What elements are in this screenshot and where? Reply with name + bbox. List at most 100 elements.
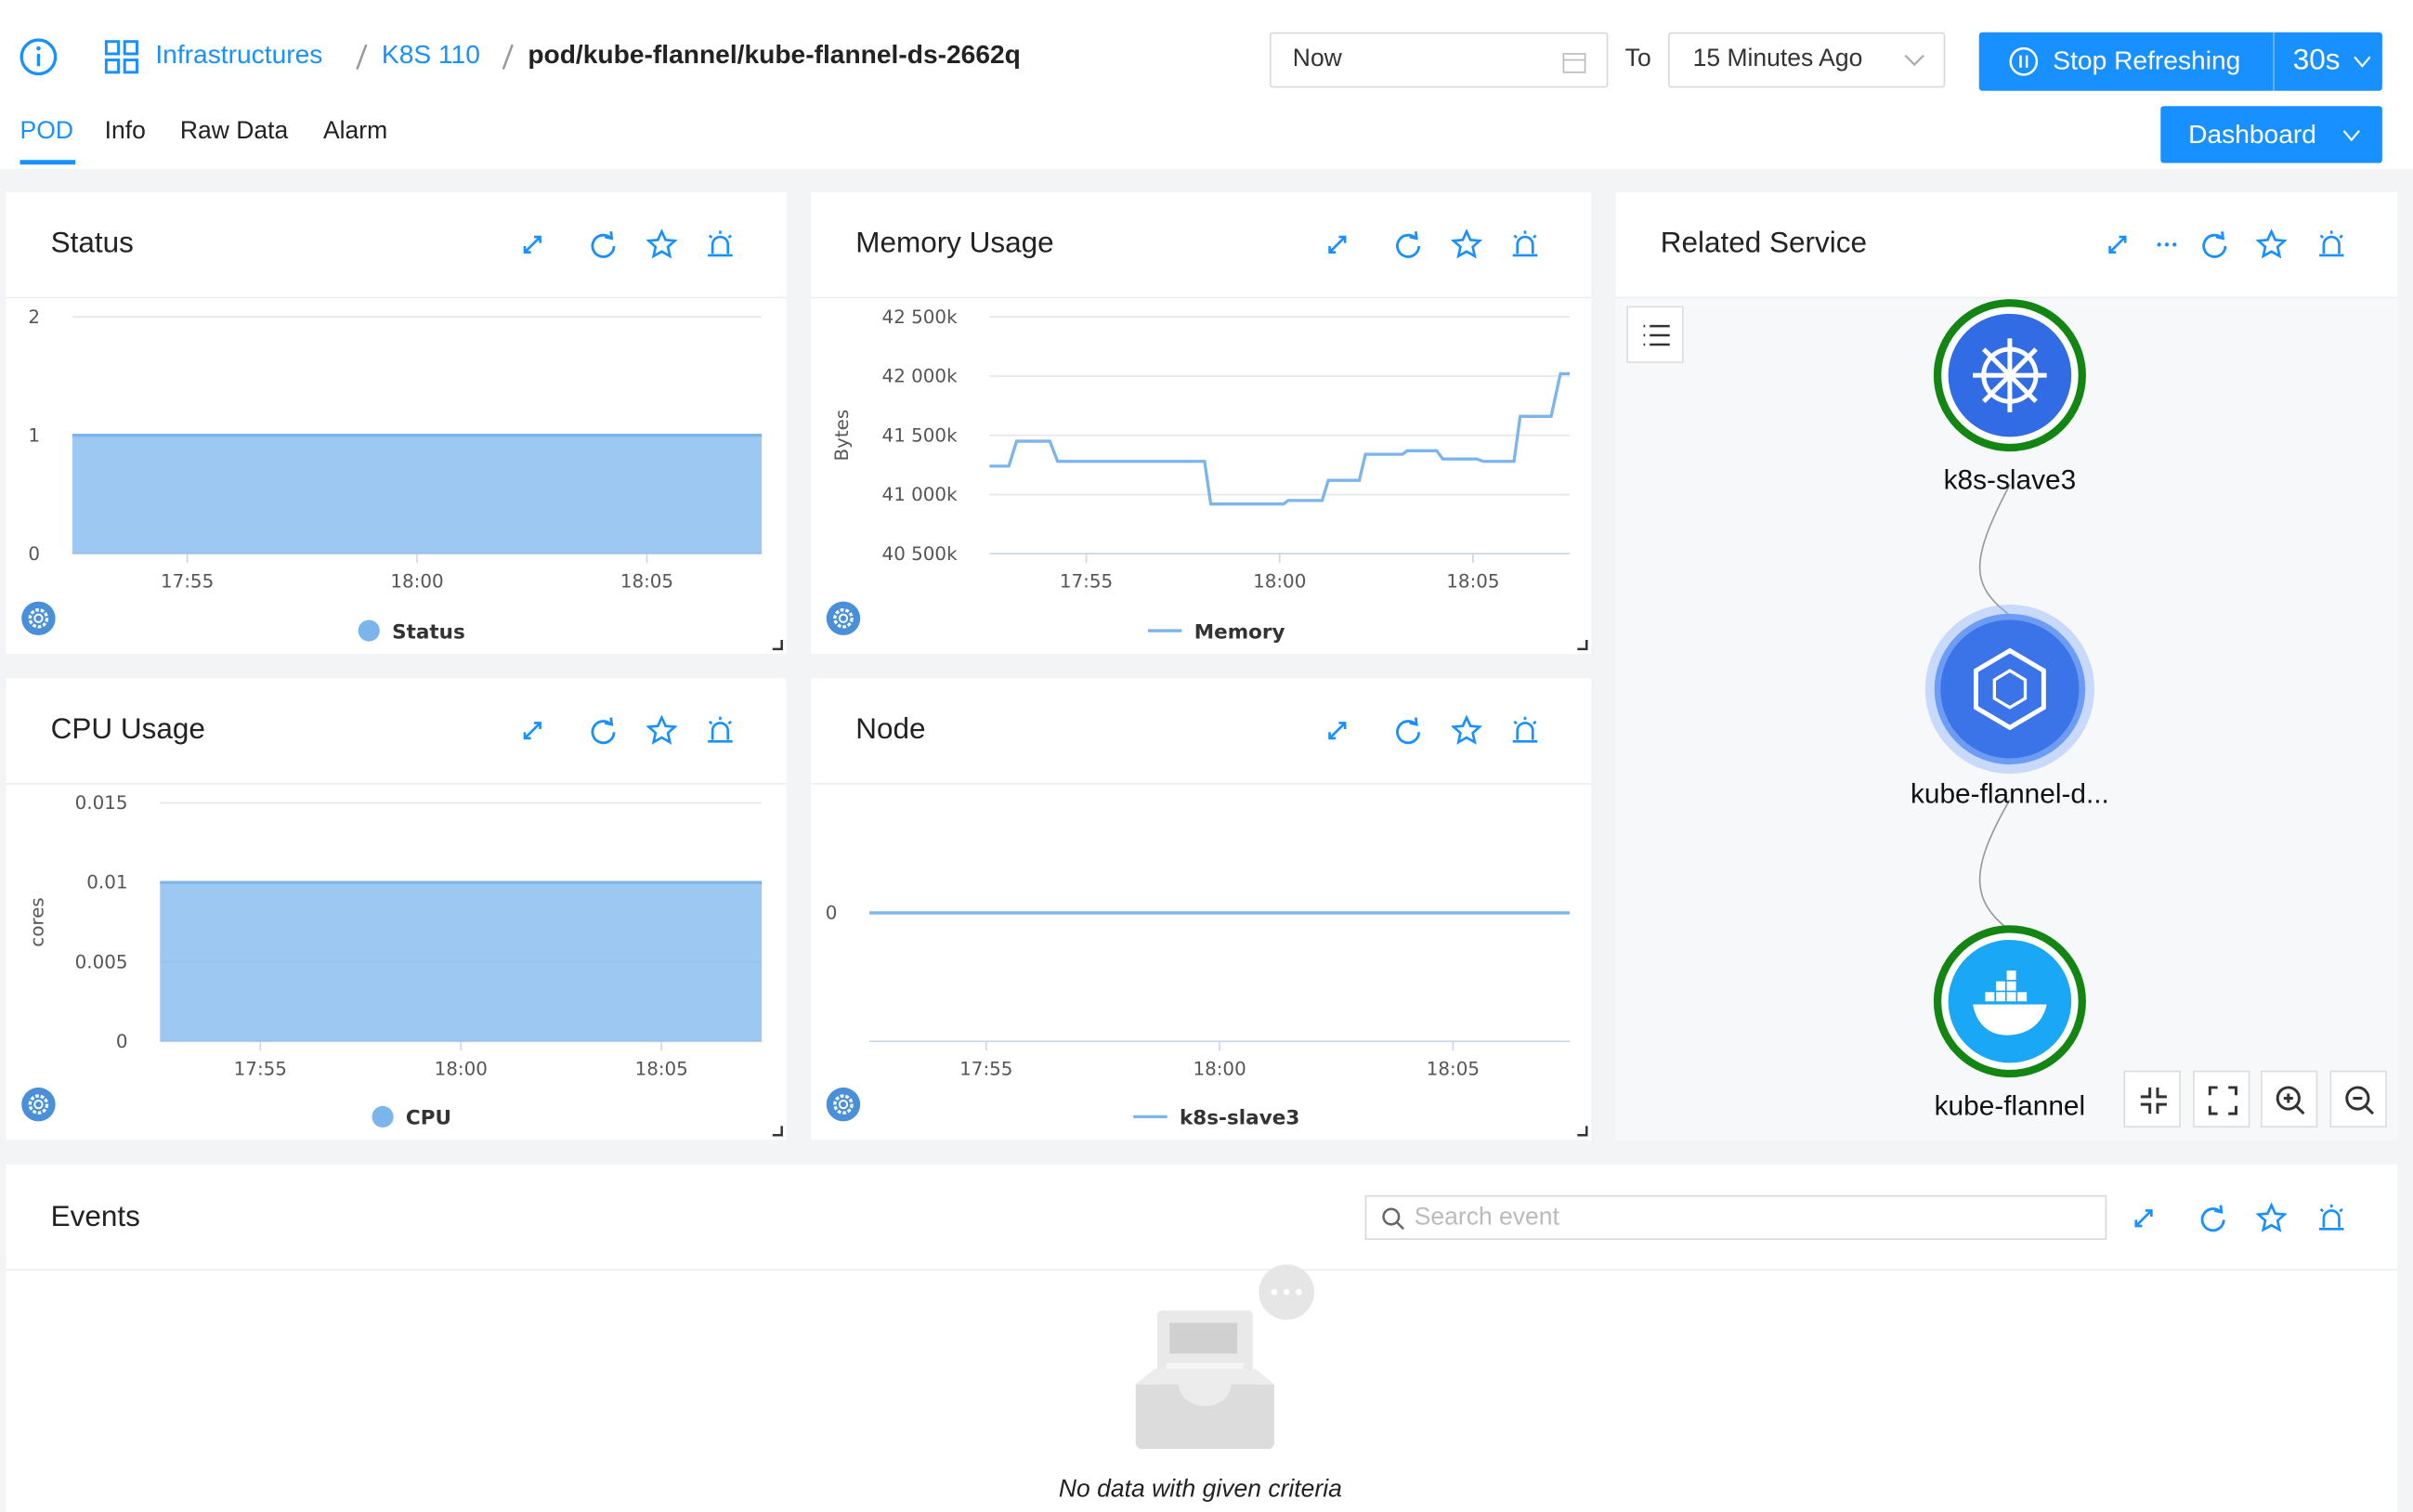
legend-label: k8s-slave3: [1180, 1107, 1299, 1130]
tab-underline: [20, 160, 76, 165]
tab[interactable]: Alarm: [322, 118, 388, 145]
zoom-in-button[interactable]: [2260, 1070, 2318, 1127]
search-placeholder: Search event: [1414, 1204, 1559, 1231]
alarm-icon[interactable]: [1509, 229, 1540, 260]
refresh-text: Stop Refreshing: [2053, 46, 2241, 76]
alarm-icon[interactable]: [1509, 715, 1540, 746]
line: [989, 371, 1571, 506]
time-to-label: To: [1624, 46, 1651, 72]
resize-handle: [772, 1126, 783, 1137]
chart: 40 500k 41 000k 41 500k 42 000k 42 500k 17:55…: [826, 306, 1588, 651]
expand-icon[interactable]: [1322, 229, 1352, 260]
breadcrumb-link[interactable]: Infrastructures: [155, 40, 323, 70]
tab[interactable]: Raw Data: [179, 118, 289, 145]
legend-label: Status: [392, 620, 465, 644]
settings-button[interactable]: [826, 601, 861, 636]
refresh-icon[interactable]: [588, 229, 619, 260]
tab[interactable]: Info: [104, 118, 146, 145]
legend-label: Memory: [1194, 620, 1285, 644]
y-tick-label: 0: [28, 543, 40, 565]
panel-title: Status: [50, 228, 134, 260]
refresh-icon[interactable]: [588, 715, 619, 746]
alarm-icon[interactable]: [705, 715, 736, 746]
legend-marker: [358, 619, 380, 642]
y-tick-label: 40 500k: [882, 543, 959, 565]
x-tick-label: 18:05: [1446, 571, 1499, 593]
refresh-icon[interactable]: [2198, 1203, 2228, 1233]
y-tick-label: 0.015: [75, 792, 128, 814]
area: [160, 882, 763, 1042]
dashboard-button[interactable]: Dashboard: [2160, 106, 2382, 163]
alarm-icon[interactable]: [2316, 1203, 2347, 1233]
time-from[interactable]: Now: [1269, 32, 1609, 88]
breadcrumb-link[interactable]: K8S 110: [381, 40, 480, 70]
chart-panel: Memory Usage 40 500k 41 000k 41 500k 42 000k…: [811, 192, 1592, 654]
star-icon[interactable]: [2256, 228, 2288, 260]
y-tick-label: 0.005: [75, 951, 128, 972]
header: Infrastructures K8S 110 pod/kube-flannel…: [0, 0, 2413, 170]
chevron: [2342, 130, 2360, 142]
panel-header: [1615, 192, 2398, 299]
star-icon[interactable]: [2256, 1203, 2288, 1233]
helm-icon: [1973, 338, 2047, 412]
pause-icon: [2009, 46, 2039, 76]
panel-header: [811, 192, 1592, 299]
y-tick-label: 0: [826, 903, 838, 924]
fit-button[interactable]: [2123, 1070, 2181, 1127]
x-tick-label: 17:55: [959, 1059, 1012, 1080]
chevron: [2354, 56, 2371, 68]
panel-title: Events: [50, 1201, 140, 1234]
x-tick-label: 17:55: [234, 1059, 287, 1080]
breadcrumb-separator: [502, 44, 514, 70]
chart-panel: Node 0 17:55 18:00 18:05 k8s-slave3: [811, 678, 1592, 1141]
panel-header: [6, 678, 787, 785]
node-label: k8s-slave3: [1943, 464, 2077, 496]
node-pod[interactable]: [1934, 613, 2086, 765]
time-to[interactable]: 15 Minutes Ago: [1668, 32, 1946, 88]
x-tick-label: 18:05: [620, 571, 673, 593]
y-tick-label: 0: [116, 1031, 128, 1052]
panel-title: CPU Usage: [50, 713, 205, 747]
panel-title: Node: [855, 713, 926, 747]
expand-icon[interactable]: [517, 715, 548, 746]
info-icon[interactable]: [19, 37, 59, 77]
legend-label: CPU: [406, 1107, 451, 1130]
y-tick-label: 42 500k: [882, 306, 959, 328]
grid-icon[interactable]: [104, 40, 138, 74]
fullscreen-button[interactable]: [2193, 1070, 2250, 1127]
expand-icon[interactable]: [2102, 229, 2133, 260]
refresh-icon[interactable]: [2199, 229, 2230, 260]
star-icon[interactable]: [1451, 715, 1482, 746]
search-input[interactable]: Search event: [1364, 1194, 2107, 1240]
node-label: kube-flannel: [1934, 1090, 2086, 1122]
list-button[interactable]: [1626, 306, 1684, 363]
zoom-out-button[interactable]: [2329, 1070, 2387, 1127]
x-tick-label: 18:05: [1427, 1059, 1480, 1080]
alarm-icon[interactable]: [705, 229, 736, 260]
more-icon[interactable]: [2151, 229, 2182, 260]
alarm-icon[interactable]: [2316, 229, 2347, 260]
tab[interactable]: POD: [20, 118, 73, 145]
star-icon[interactable]: [1451, 228, 1482, 260]
settings-button[interactable]: [21, 601, 56, 636]
star-icon[interactable]: [646, 228, 678, 260]
docker-icon: [1985, 971, 2028, 1002]
refresh-button[interactable]: Stop Refreshing 30s: [1978, 32, 2382, 91]
chart-panel: CPU Usage 0 0.005 0.01 0.015 17:55 18:00 18:05 c…: [6, 678, 787, 1141]
settings-button[interactable]: [21, 1087, 56, 1122]
refresh-interval[interactable]: 30s: [2292, 45, 2341, 77]
expand-icon[interactable]: [1322, 715, 1352, 746]
edge: [1978, 484, 2011, 617]
settings-button[interactable]: [826, 1087, 861, 1122]
star-icon[interactable]: [646, 715, 678, 746]
y-tick-label: 41 500k: [882, 424, 959, 446]
expand-icon[interactable]: [517, 229, 548, 260]
y-axis-label: Bytes: [831, 410, 853, 462]
panel-title: Memory Usage: [855, 228, 1054, 260]
empty-text: No data with given criteria: [1058, 1476, 1342, 1504]
refresh-icon[interactable]: [1392, 715, 1423, 746]
refresh-icon[interactable]: [1392, 229, 1423, 260]
expand-icon[interactable]: [2128, 1203, 2159, 1233]
events-panel: Events Search event No data with given c…: [6, 1164, 2398, 1512]
divider: [2273, 32, 2275, 91]
